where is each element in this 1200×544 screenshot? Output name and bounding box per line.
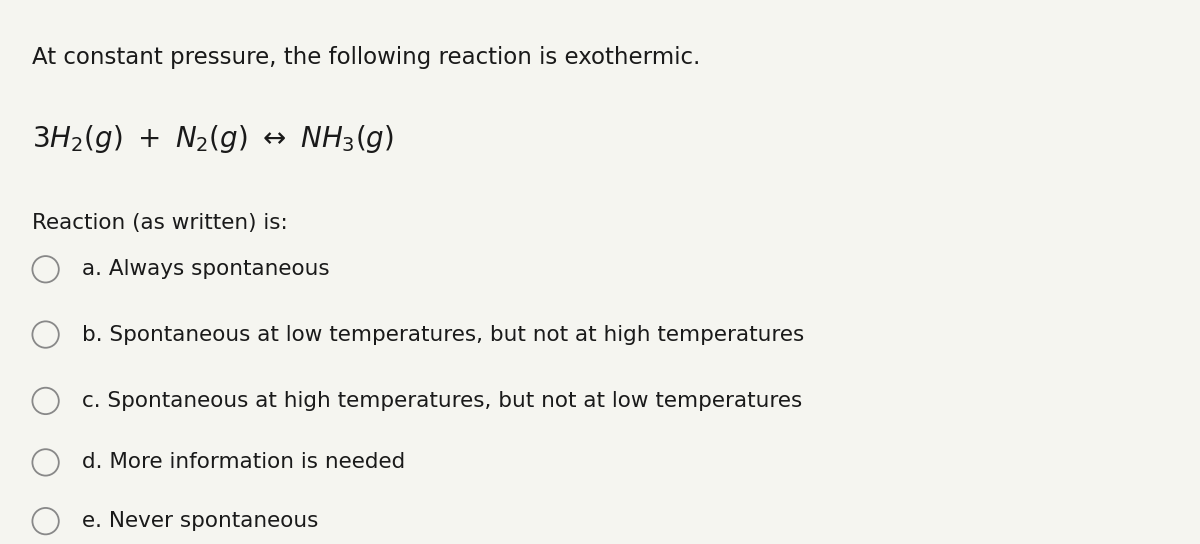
- Text: b. Spontaneous at low temperatures, but not at high temperatures: b. Spontaneous at low temperatures, but …: [82, 325, 804, 344]
- Text: c. Spontaneous at high temperatures, but not at low temperatures: c. Spontaneous at high temperatures, but…: [82, 391, 802, 411]
- Text: Reaction (as written) is:: Reaction (as written) is:: [32, 213, 288, 233]
- Text: d. More information is needed: d. More information is needed: [82, 453, 404, 472]
- Text: a. Always spontaneous: a. Always spontaneous: [82, 259, 329, 279]
- Text: e. Never spontaneous: e. Never spontaneous: [82, 511, 318, 531]
- Text: At constant pressure, the following reaction is exothermic.: At constant pressure, the following reac…: [32, 46, 701, 69]
- Text: $3H_2(g)\ +\ N_2(g)\ \leftrightarrow\ NH_3(g)$: $3H_2(g)\ +\ N_2(g)\ \leftrightarrow\ NH…: [32, 123, 395, 154]
